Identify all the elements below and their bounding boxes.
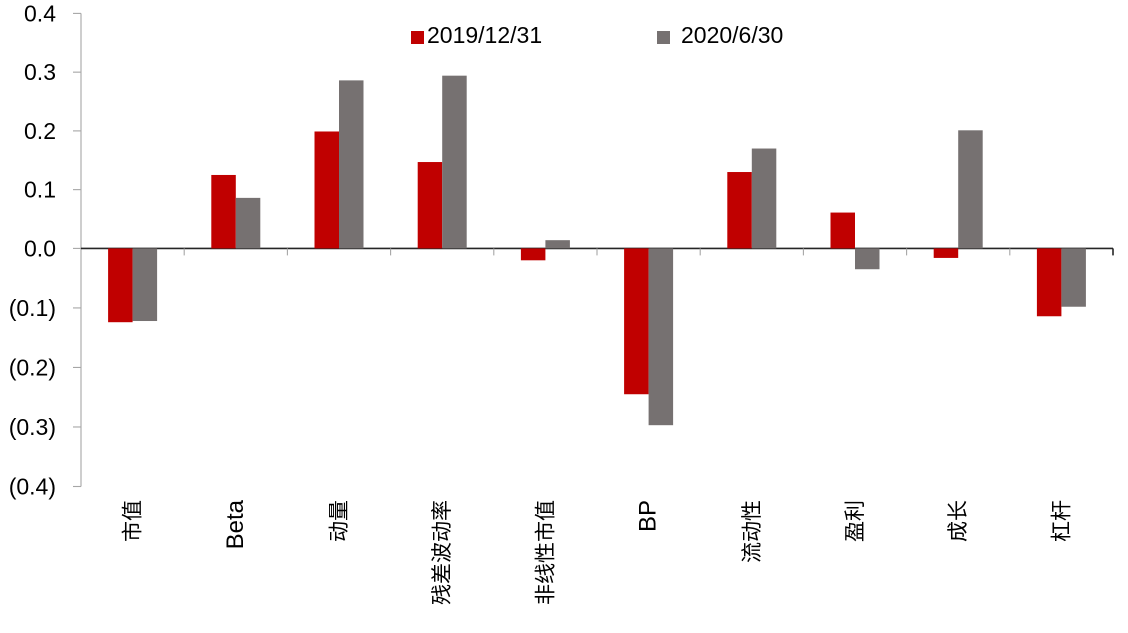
- svg-text:(0.1): (0.1): [9, 295, 56, 321]
- svg-text:Beta: Beta: [222, 499, 249, 549]
- svg-text:非线性市值: 非线性市值: [534, 500, 557, 605]
- svg-text:0.1: 0.1: [24, 177, 56, 203]
- svg-text:0.4: 0.4: [24, 0, 56, 26]
- svg-text:2019/12/31: 2019/12/31: [427, 22, 542, 48]
- svg-text:成长: 成长: [947, 500, 970, 542]
- svg-text:市值: 市值: [122, 500, 145, 542]
- svg-text:2020/6/30: 2020/6/30: [681, 22, 783, 48]
- svg-text:动量: 动量: [328, 500, 351, 542]
- svg-text:0.3: 0.3: [24, 59, 56, 85]
- svg-text:(0.3): (0.3): [9, 414, 56, 440]
- svg-text:残差波动率: 残差波动率: [431, 500, 454, 605]
- svg-text:杠杆: 杠杆: [1050, 500, 1073, 542]
- svg-text:0.2: 0.2: [24, 118, 56, 144]
- svg-text:流动性: 流动性: [741, 500, 764, 563]
- svg-text:盈利: 盈利: [844, 500, 867, 542]
- svg-text:(0.4): (0.4): [9, 474, 56, 500]
- svg-text:0.0: 0.0: [24, 235, 56, 261]
- svg-text:(0.2): (0.2): [9, 354, 56, 380]
- svg-text:BP: BP: [635, 500, 662, 532]
